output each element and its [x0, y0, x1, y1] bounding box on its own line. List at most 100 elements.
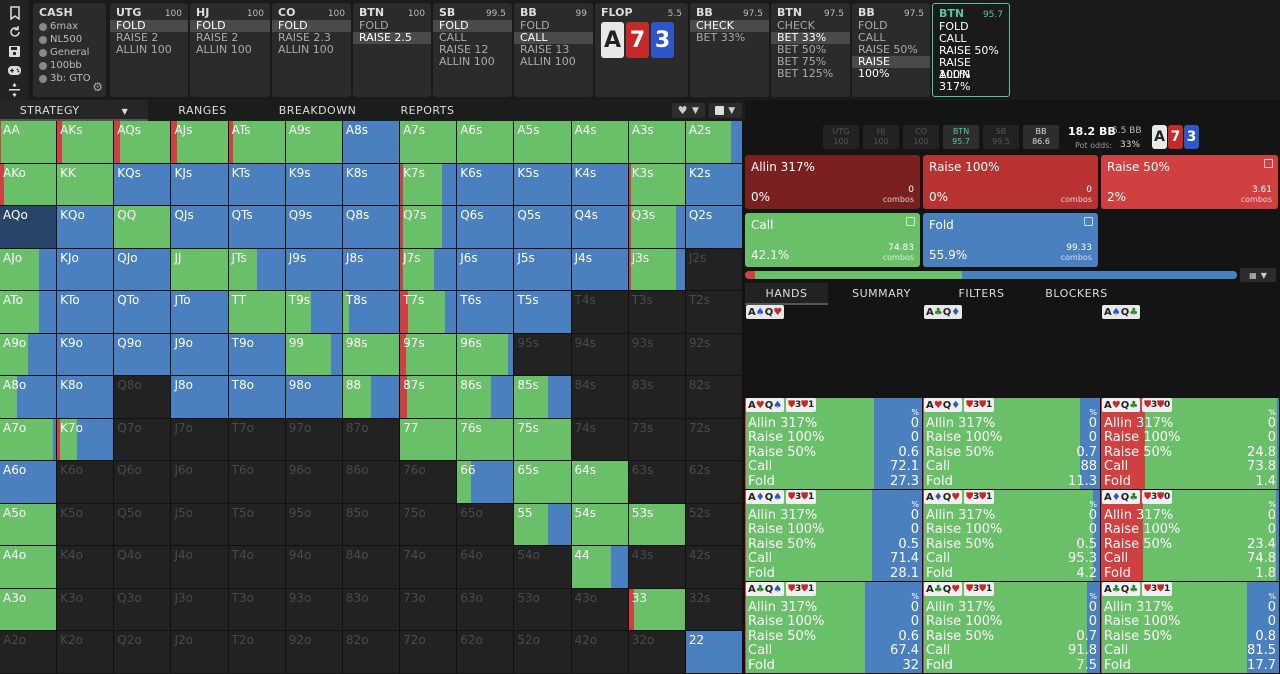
hand-combo-cell[interactable]: A ♦ Q ♣ ⛊ 3 ⛊ 0% Allin 317% 0 Raise 100% 0 Raise 50%… [1101, 490, 1280, 582]
hand-cell[interactable]: 84o [342, 546, 401, 589]
save-icon[interactable] [6, 43, 24, 60]
position-bb[interactable]: BB 97.5 CHECK BET 33% [690, 3, 769, 97]
hand-group[interactable]: A ♠ Q ♥ [745, 305, 922, 398]
hand-cell[interactable]: 88 [342, 376, 401, 419]
hand-cell[interactable]: 83o [342, 588, 401, 632]
action-option[interactable]: CALL [439, 31, 467, 44]
action-option[interactable]: RAISE 2 [116, 31, 159, 44]
hand-cell[interactable]: 84s [571, 376, 629, 419]
hand-cell[interactable]: 73s [628, 418, 686, 462]
hand-cell[interactable]: T5o [228, 503, 286, 547]
hand-cell[interactable]: T7o [228, 418, 286, 462]
hand-cell[interactable]: 62o [457, 631, 515, 674]
hand-cell[interactable]: 52o [514, 631, 572, 674]
position-hj[interactable]: HJ 100 FOLD RAISE 2 ALLIN 100 [190, 3, 270, 97]
action-option[interactable]: ALLIN 100 [520, 55, 576, 68]
tab-filters[interactable]: FILTERS [958, 287, 1005, 300]
position-bb[interactable]: BB 97.5 FOLD CALL RAISE 50% RAISE 100% [852, 3, 930, 97]
hand-cell[interactable]: 33 [628, 588, 686, 632]
hand-cell[interactable]: K4s [571, 163, 629, 207]
hand-combo-cell[interactable]: A ♥ Q ♣ ⛊ 3 ⛊ 0% Allin 317% 0 Raise 100% 0 Raise 50%… [1101, 398, 1280, 490]
hand-cell[interactable]: T9o [228, 333, 286, 377]
action-option[interactable]: FOLD [433, 20, 512, 32]
hand-cell[interactable]: T7s [400, 291, 458, 334]
hand-cell[interactable]: T3s [628, 291, 686, 334]
hand-cell[interactable]: A7s [400, 121, 458, 164]
hand-cell[interactable]: K2o [57, 631, 115, 674]
hand-cell[interactable]: KK [57, 163, 115, 207]
hand-cell[interactable]: A5o [0, 503, 58, 547]
hand-cell[interactable]: Q9o [114, 333, 172, 377]
hand-cell[interactable]: T4o [228, 546, 286, 589]
action-option[interactable]: ALLIN 100 [278, 43, 334, 56]
position-co[interactable]: CO 100 FOLD RAISE 2.3 ALLIN 100 [272, 3, 351, 97]
action-box[interactable]: Fold 55.9% 99.33 combos [923, 213, 1098, 267]
hand-cell[interactable]: 96o [285, 461, 343, 504]
action-box[interactable]: Call 42.1% 74.83 combos [745, 213, 920, 267]
hand-cell[interactable]: J7o [171, 418, 229, 462]
hand-cell[interactable]: T2s [685, 291, 743, 334]
hand-cell[interactable]: J9s [285, 248, 343, 292]
hand-cell[interactable]: 98s [342, 333, 401, 377]
hand-cell[interactable]: K8o [57, 376, 115, 419]
hand-cell[interactable]: K2s [685, 163, 743, 207]
hand-cell[interactable]: QJo [114, 248, 172, 292]
hand-cell[interactable]: 73o [400, 588, 458, 632]
hand-cell[interactable]: 86s [457, 376, 515, 419]
hand-cell[interactable]: KTo [57, 291, 115, 334]
action-option[interactable]: CHECK [690, 20, 769, 32]
hand-cell[interactable]: K5o [57, 503, 115, 547]
hand-cell[interactable]: 98o [285, 376, 343, 419]
hand-cell[interactable]: 92o [285, 631, 343, 674]
hand-cell[interactable]: J4o [171, 546, 229, 589]
hand-cell[interactable]: 74o [400, 546, 458, 589]
hand-cell[interactable]: J4s [571, 248, 629, 292]
hand-cell[interactable]: 75o [400, 503, 458, 547]
hand-cell[interactable]: Q5s [514, 206, 572, 249]
hand-cell[interactable]: 44 [571, 546, 629, 589]
tab-breakdown[interactable]: BREAKDOWN [278, 104, 357, 117]
hand-cell[interactable]: A5s [514, 121, 572, 164]
hand-cell[interactable]: T9s [285, 291, 343, 334]
hand-cell[interactable]: AQo [0, 206, 58, 249]
tab-strategy[interactable]: STRATEGY ▼ [0, 100, 148, 121]
adjust-icon[interactable] [6, 82, 24, 99]
action-box[interactable]: Raise 100% 0% 0 combos [923, 155, 1098, 209]
hand-cell[interactable]: T6o [228, 461, 286, 504]
action-option[interactable]: RAISE 2 [196, 31, 239, 44]
hand-cell[interactable]: 87o [342, 418, 401, 462]
hand-cell[interactable]: K6s [457, 163, 515, 207]
hand-cell[interactable]: Q7s [400, 206, 458, 249]
hand-cell[interactable]: 82o [342, 631, 401, 674]
hand-cell[interactable]: 32s [685, 588, 743, 632]
hand-cell[interactable]: Q8o [114, 376, 172, 419]
hand-cell[interactable]: K7s [400, 163, 458, 207]
hand-cell[interactable]: 54o [514, 546, 572, 589]
action-option[interactable]: FOLD [272, 20, 351, 32]
action-option[interactable]: RAISE 50% [858, 43, 918, 56]
action-option[interactable]: FOLD [858, 19, 888, 32]
hand-cell[interactable]: A6s [457, 121, 515, 164]
hand-cell[interactable]: T8s [342, 291, 401, 334]
gear-icon[interactable]: ⚙ [92, 80, 103, 94]
hand-cell[interactable]: Q3o [114, 588, 172, 632]
hand-cell[interactable]: 94s [571, 333, 629, 377]
hand-cell[interactable]: 63s [628, 461, 686, 504]
detail-icon[interactable] [1264, 159, 1273, 168]
action-option[interactable]: RAISE 2.3 [278, 31, 331, 44]
hand-cell[interactable]: A2o [0, 631, 58, 674]
hand-combo-cell[interactable]: A ♣ Q ♥ ⛊ 3 ⛊ 1% Allin 317% 0 Raise 100% 0 Raise 50%… [923, 582, 1101, 674]
grid-view-button[interactable]: ▦ ▼ [1240, 268, 1276, 282]
hand-cell[interactable]: K6o [57, 461, 115, 504]
position-btn[interactable]: BTN 100 FOLD RAISE 2.5 [353, 3, 431, 97]
hand-cell[interactable]: A2s [685, 121, 743, 164]
hand-combo-cell[interactable]: A ♣ Q ♣ ⛊ 3 ⛊ 1% Allin 317% 0 Raise 100% 0 Raise 50%… [1101, 582, 1280, 674]
hand-cell[interactable]: J3s [628, 248, 686, 292]
hand-cell[interactable]: 42s [685, 546, 743, 589]
hand-cell[interactable]: 22 [685, 631, 743, 674]
hand-combo-cell[interactable]: A ♥ Q ♦ ⛊ 3 ⛊ 1% Allin 317% 0 Raise 100% 0 Raise 50%… [923, 398, 1101, 490]
action-option[interactable]: FOLD [520, 19, 550, 32]
position-flop[interactable]: FLOP 5.5 A 7 3 [595, 3, 688, 97]
hand-cell[interactable]: 96s [457, 333, 515, 377]
hand-cell[interactable]: A9o [0, 333, 58, 377]
